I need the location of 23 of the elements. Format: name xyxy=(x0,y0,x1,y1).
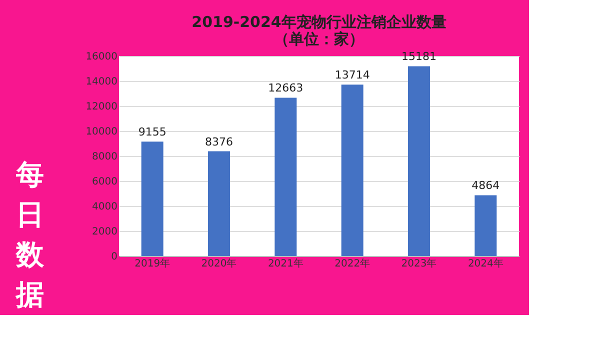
text: 每日数据 xyxy=(15,158,45,311)
y-tick-label: 6000 xyxy=(92,176,118,188)
y-tick-label: 0 xyxy=(111,252,118,262)
y-tick-label: 12000 xyxy=(86,102,118,112)
y-tick-label: 2000 xyxy=(92,226,118,238)
x-tick-label: 2022年 xyxy=(334,258,370,270)
text: 2019-2024年宠物行业注销企业数量 xyxy=(192,13,446,31)
x-tick-label: 2021年 xyxy=(268,258,304,270)
x-tick-label: 2024年 xyxy=(468,258,504,270)
y-tick-label: 14000 xyxy=(86,76,118,88)
y-tick-label: 4000 xyxy=(92,202,118,212)
data-label: 4864 xyxy=(472,179,500,192)
y-tick-label: 10000 xyxy=(86,126,118,138)
data-label: 9155 xyxy=(138,126,166,139)
data-label: 8376 xyxy=(205,135,233,148)
x-tick-label: 2020年 xyxy=(201,258,237,270)
data-label: 12663 xyxy=(268,82,304,95)
data-label: 13714 xyxy=(334,68,370,82)
x-tick-label: 2019年 xyxy=(134,258,170,270)
x-tick-label: 2023年 xyxy=(401,258,437,270)
text: （单位：家） xyxy=(274,30,364,48)
y-tick-label: 8000 xyxy=(92,152,118,162)
y-tick-label: 16000 xyxy=(86,52,118,62)
